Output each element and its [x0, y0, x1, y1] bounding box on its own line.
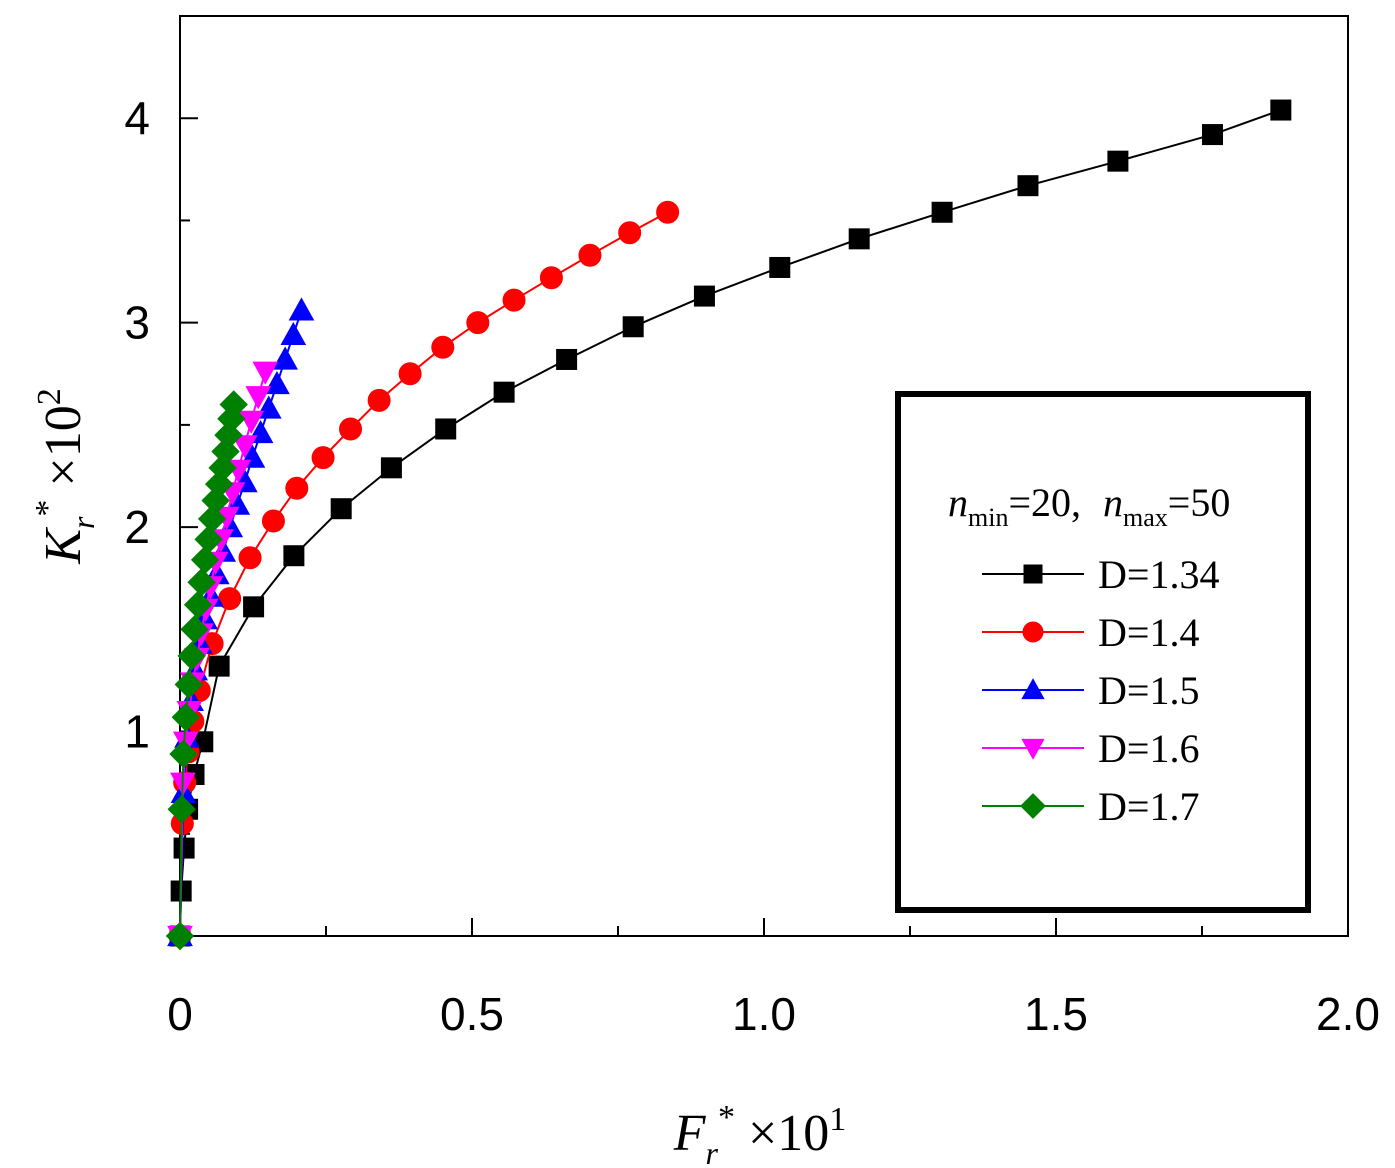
data-point [493, 381, 515, 403]
y-tick-label: 4 [124, 92, 150, 144]
data-point [264, 370, 290, 395]
data-point [245, 386, 272, 410]
data-point [231, 435, 258, 459]
data-point [194, 525, 223, 554]
data-point [435, 418, 457, 440]
data-point [165, 921, 195, 951]
data-point [238, 546, 262, 570]
data-point [1107, 150, 1129, 172]
data-point [1202, 124, 1224, 146]
legend-entry: D=1.5 [982, 668, 1199, 713]
y-tick-label: 3 [124, 297, 150, 349]
data-point [848, 228, 870, 250]
legend-entry: D=1.7 [982, 784, 1199, 829]
data-point [187, 568, 216, 597]
series-layer [165, 99, 1292, 951]
y-tick-label: 1 [124, 706, 150, 758]
data-point [367, 388, 391, 412]
legend-label: D=1.7 [1098, 784, 1199, 829]
data-point [622, 316, 644, 338]
series-d-1-4 [168, 200, 680, 948]
data-point [288, 297, 315, 321]
legend-swatch-marker [1020, 793, 1046, 819]
data-point [466, 311, 490, 335]
data-point [171, 703, 201, 732]
x-tick-label: 0.5 [440, 988, 504, 1040]
data-point [330, 498, 352, 520]
data-point [556, 348, 578, 370]
data-point [1270, 99, 1292, 121]
data-point [931, 201, 953, 223]
data-point [173, 837, 195, 859]
x-tick-label: 0 [167, 988, 193, 1040]
legend: nmin=20, nmax=50 D=1.34 D=1.4 D=1.5 D=1.6 D=1… [895, 391, 1311, 913]
legend-label: D=1.4 [1098, 610, 1199, 655]
legend-header: nmin=20, nmax=50 [948, 480, 1230, 532]
legend-swatch-marker [1022, 621, 1044, 643]
x-axis-title: Fr* ×101 [673, 1099, 847, 1168]
data-point [190, 545, 220, 575]
data-point [197, 504, 227, 534]
data-point [693, 285, 715, 307]
legend-swatch-marker [1023, 564, 1043, 584]
data-point [238, 410, 265, 434]
data-point [280, 321, 307, 346]
data-point [769, 256, 791, 278]
data-point [1017, 175, 1039, 197]
data-point [311, 446, 335, 470]
data-point [219, 390, 248, 419]
legend-entry: D=1.6 [982, 726, 1199, 771]
legend-entry: D=1.34 [982, 552, 1219, 597]
legend-entry: D=1.4 [982, 610, 1199, 655]
data-point [261, 509, 285, 533]
data-point [431, 335, 455, 359]
series-d-1-7 [165, 390, 248, 951]
legend-label: D=1.6 [1098, 726, 1199, 771]
data-point [380, 457, 402, 479]
data-point [285, 476, 309, 500]
x-tick-label: 1.5 [1024, 988, 1088, 1040]
data-point [502, 288, 526, 312]
legend-swatch-marker [1021, 738, 1045, 760]
data-point [283, 545, 305, 567]
y-tick-label: 2 [124, 501, 150, 553]
legend-label: D=1.5 [1098, 668, 1199, 713]
data-point [252, 361, 279, 385]
data-point [656, 200, 680, 224]
x-tick-label: 2.0 [1316, 988, 1380, 1040]
data-point [339, 417, 363, 441]
data-point [243, 596, 265, 618]
data-point [177, 641, 206, 671]
data-point [169, 739, 198, 769]
data-point [539, 266, 563, 290]
series-line [179, 211, 669, 937]
data-point [578, 243, 602, 267]
data-point [180, 615, 209, 644]
legend-swatch-marker [1021, 678, 1045, 700]
x-tick-label: 1.0 [732, 988, 796, 1040]
legend-label: D=1.34 [1098, 552, 1219, 597]
axis-ticks: 0 0.5 1.0 1.5 2.0 1 2 3 4 [124, 92, 1380, 1040]
data-point [208, 655, 230, 677]
data-point [272, 346, 298, 370]
legend-box [895, 391, 1311, 913]
data-point [398, 362, 422, 386]
data-point [618, 221, 642, 245]
y-axis-title: Kr* ×102 [29, 388, 101, 564]
data-point [167, 795, 196, 824]
data-point [174, 670, 203, 699]
data-point [183, 590, 213, 620]
